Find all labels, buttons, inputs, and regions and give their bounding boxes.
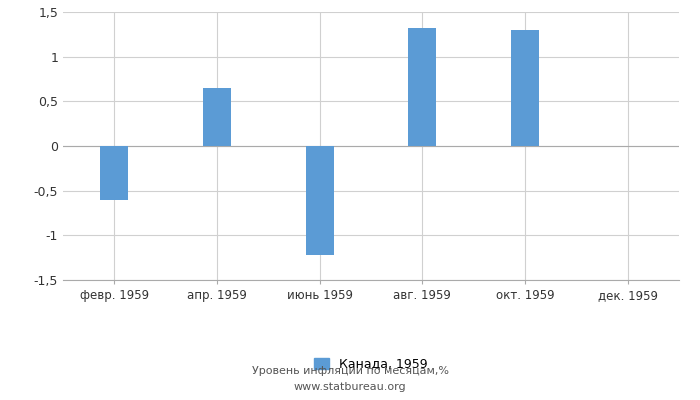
Bar: [305, 146, 334, 255]
Legend: Канада, 1959: Канада, 1959: [309, 352, 433, 376]
Text: Уровень инфляции по месяцам,%: Уровень инфляции по месяцам,%: [251, 366, 449, 376]
Bar: [511, 30, 539, 146]
Text: www.statbureau.org: www.statbureau.org: [294, 382, 406, 392]
Bar: [408, 28, 437, 146]
Bar: [100, 146, 129, 200]
Bar: [203, 88, 231, 146]
